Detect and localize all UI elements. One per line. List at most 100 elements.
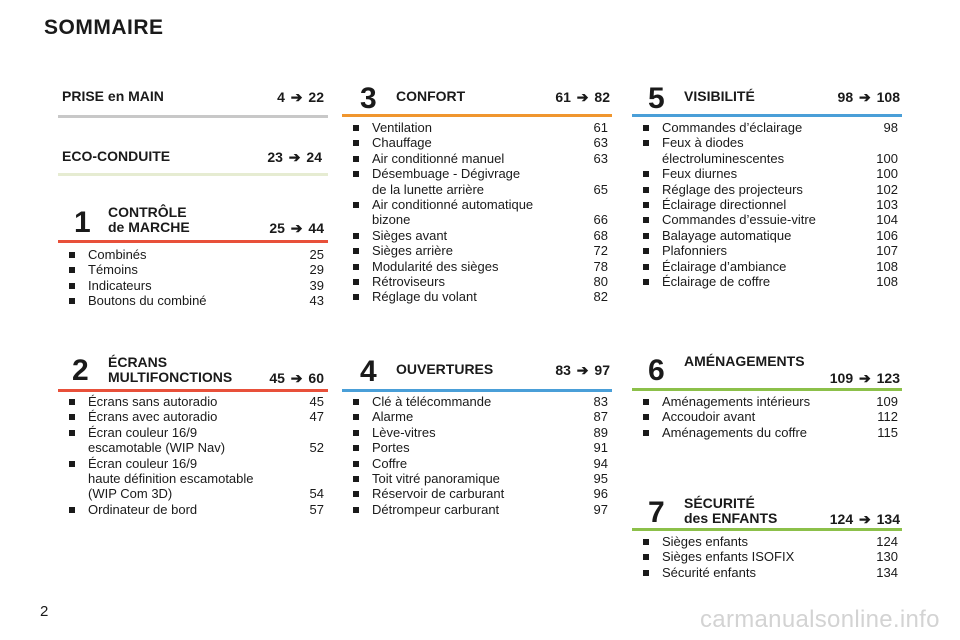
item-list: Combinés 25 Témoins 29 Indicateurs 39 Bouto… [58, 247, 328, 309]
list-item[interactable]: Indicateurs 39 [58, 278, 328, 293]
list-item[interactable]: Chauffage 63 [342, 135, 612, 150]
section-title: AMÉNAGEMENTS [684, 353, 805, 369]
list-item[interactable]: Lève-vitres 89 [342, 425, 612, 440]
list-item[interactable]: Feux à diodes électroluminescentes 100 [632, 135, 902, 166]
item-list: Commandes d’éclairage 98 Feux à diodes éle… [632, 120, 902, 289]
list-item[interactable]: Accoudoir avant 112 [632, 409, 902, 424]
list-item[interactable]: Sièges avant 68 [342, 228, 612, 243]
section-ecrans-multifonctions[interactable]: 2 ÉCRANS MULTIFONCTIONS 45 ➔ 60 Écrans sa… [58, 354, 328, 517]
bullet-icon [643, 554, 649, 561]
list-item[interactable]: Écran couleur 16/9 haute définition escam… [58, 456, 328, 502]
bullet-icon [353, 445, 359, 452]
list-item[interactable]: Toit vitré panoramique 95 [342, 471, 612, 486]
bullet-icon [643, 202, 649, 209]
arrow-right-icon: ➔ [290, 370, 303, 386]
list-item[interactable]: Balayage automatique 106 [632, 228, 902, 243]
section-divider [632, 528, 902, 531]
list-item[interactable]: Détrompeur carburant 97 [342, 502, 612, 517]
list-item[interactable]: Réglage du volant 82 [342, 289, 612, 304]
section-confort[interactable]: 3 CONFORT 61 ➔ 82 Ventilation 61 Chauffag… [342, 82, 612, 304]
bullet-icon [353, 399, 359, 405]
section-eco-conduite[interactable]: ECO-CONDUITE 23 ➔ 24 [58, 146, 328, 180]
item-list: Écrans sans autoradio 45 Écrans avec auto… [58, 394, 328, 517]
list-item[interactable]: Sièges enfants ISOFIX 130 [632, 549, 902, 564]
section-divider [632, 388, 902, 391]
bullet-icon [69, 429, 75, 436]
list-item[interactable]: Désembuage - Dégivrage de la lunette arri… [342, 166, 612, 197]
bullet-icon [69, 252, 75, 258]
page-range: 83 ➔ 97 [555, 362, 610, 378]
item-list: Aménagements intérieurs 109 Accoudoir ava… [632, 394, 902, 440]
list-item[interactable]: Sièges arrière 72 [342, 243, 612, 258]
list-item[interactable]: Alarme 87 [342, 409, 612, 424]
watermark: carmanualsonline.info [700, 606, 940, 633]
list-item[interactable]: Modularité des sièges 78 [342, 259, 612, 274]
arrow-right-icon: ➔ [576, 362, 589, 378]
section-number: 2 [72, 354, 89, 387]
section-title: ECO-CONDUITE [62, 148, 171, 164]
section-amenagements[interactable]: 6 AMÉNAGEMENTS 109 ➔ 123 Aménagements in… [632, 352, 902, 440]
list-item[interactable]: Clé à télécommande 83 [342, 394, 612, 409]
section-title: CONTRÔLE de MARCHE [108, 204, 190, 235]
list-item[interactable]: Réservoir de carburant 96 [342, 486, 612, 501]
list-item[interactable]: Éclairage d’ambiance 108 [632, 259, 902, 274]
list-item[interactable]: Écran couleur 16/9 escamotable (WIP Nav) 5… [58, 425, 328, 456]
bullet-icon [643, 232, 649, 239]
page-range: 4 ➔ 22 [277, 89, 324, 105]
list-item[interactable]: Air conditionné automatique bizone 66 [342, 197, 612, 228]
section-prise-en-main[interactable]: PRISE en MAIN 4 ➔ 22 [58, 86, 328, 120]
page-range: 61 ➔ 82 [555, 89, 610, 105]
section-ouvertures[interactable]: 4 OUVERTURES 83 ➔ 97 Clé à télécommande 8… [342, 355, 612, 517]
bullet-icon [69, 267, 75, 274]
list-item[interactable]: Écrans sans autoradio 45 [58, 394, 328, 409]
list-item[interactable]: Éclairage de coffre 108 [632, 274, 902, 289]
bullet-icon [69, 298, 75, 305]
section-title: VISIBILITÉ [684, 88, 755, 104]
list-item[interactable]: Éclairage directionnel 103 [632, 197, 902, 212]
bullet-icon [69, 460, 75, 467]
list-item[interactable]: Ventilation 61 [342, 120, 612, 135]
bullet-icon [353, 155, 359, 162]
list-item[interactable]: Plafonniers 107 [632, 243, 902, 258]
section-controle-de-marche[interactable]: 1 CONTRÔLE de MARCHE 25 ➔ 44 Combinés 25 T… [58, 204, 328, 308]
arrow-right-icon: ➔ [859, 370, 871, 386]
bullet-icon [353, 140, 359, 147]
list-item[interactable]: Témoins 29 [58, 262, 328, 277]
section-number: 6 [648, 354, 665, 387]
list-item[interactable]: Ordinateur de bord 57 [58, 502, 328, 517]
bullet-icon [353, 232, 359, 239]
page-range: 23 ➔ 24 [267, 149, 322, 165]
section-securite-des-enfants[interactable]: 7 SÉCURITÉ des ENFANTS 124 ➔ 134 Sièges e… [632, 494, 902, 580]
list-item[interactable]: Coffre 94 [342, 456, 612, 471]
list-item[interactable]: Air conditionné manuel 63 [342, 151, 612, 166]
item-list: Ventilation 61 Chauffage 63 Air conditionn… [342, 120, 612, 305]
section-divider [342, 114, 612, 117]
page-range: 25 ➔ 44 [269, 220, 324, 236]
item-list: Clé à télécommande 83 Alarme 87 Lève-vitre… [342, 394, 612, 517]
arrow-right-icon: ➔ [290, 220, 303, 236]
list-item[interactable]: Commandes d’essuie-vitre 104 [632, 212, 902, 227]
bullet-icon [643, 171, 649, 178]
list-item[interactable]: Commandes d’éclairage 98 [632, 120, 902, 135]
section-title: CONFORT [396, 88, 466, 104]
list-item[interactable]: Aménagements intérieurs 109 [632, 394, 902, 409]
page-range: 124 ➔ 134 [829, 511, 900, 527]
bullet-icon [353, 506, 359, 513]
section-visibilite[interactable]: 5 VISIBILITÉ 98 ➔ 108 Commandes d’éclair… [632, 82, 902, 289]
list-item[interactable]: Boutons du combiné 43 [58, 293, 328, 308]
list-item[interactable]: Aménagements du coffre 115 [632, 425, 902, 440]
list-item[interactable]: Écrans avec autoradio 47 [58, 409, 328, 424]
list-item[interactable]: Rétroviseurs 80 [342, 274, 612, 289]
list-item[interactable]: Combinés 25 [58, 247, 328, 262]
bullet-icon [353, 294, 359, 301]
bullet-icon [643, 263, 649, 270]
section-divider [58, 240, 328, 243]
bullet-icon [353, 263, 359, 270]
list-item[interactable]: Réglage des projecteurs 102 [632, 182, 902, 197]
bullet-icon [643, 569, 649, 576]
list-item[interactable]: Portes 91 [342, 440, 612, 455]
list-item[interactable]: Sécurité enfants 134 [632, 565, 902, 580]
bullet-icon [353, 429, 359, 436]
list-item[interactable]: Sièges enfants 124 [632, 534, 902, 549]
list-item[interactable]: Feux diurnes 100 [632, 166, 902, 181]
